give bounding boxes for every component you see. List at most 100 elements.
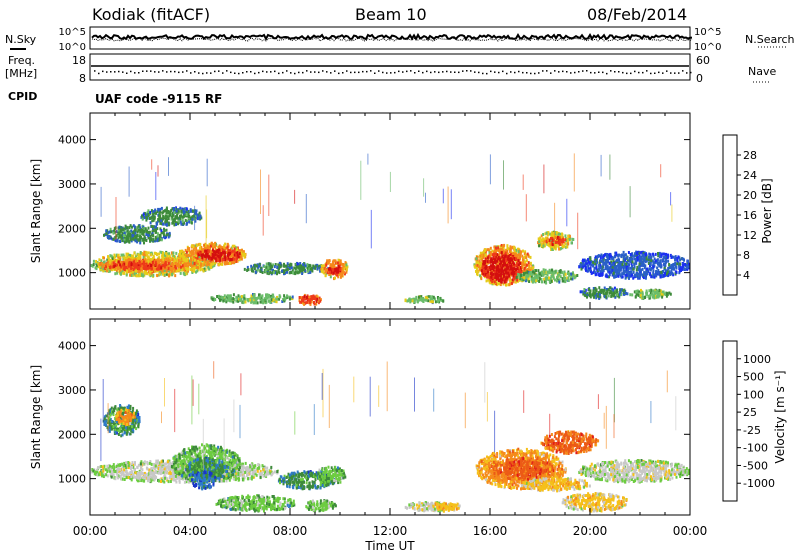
heatmap-cell xyxy=(533,279,536,283)
heatmap-cell xyxy=(195,266,198,269)
heatmap-cell xyxy=(186,219,188,223)
heatmap-cell xyxy=(337,275,340,279)
heatmap-cell xyxy=(325,272,328,276)
heatmap-cell xyxy=(123,231,126,235)
nave-label: Nave xyxy=(748,65,776,78)
heatmap-cell xyxy=(109,227,112,231)
heatmap-cell xyxy=(301,265,304,269)
heatmap-cell xyxy=(129,224,132,228)
heatmap-cell xyxy=(160,231,163,235)
heatmap-cell xyxy=(173,269,176,273)
heatmap-cell xyxy=(416,299,419,303)
heatmap-cell xyxy=(145,233,148,236)
heatmap-cell xyxy=(608,257,611,260)
nave-dot xyxy=(322,70,324,72)
heatmap-cell xyxy=(537,237,540,241)
heatmap-cell xyxy=(255,264,258,268)
heatmap-cell xyxy=(326,268,329,272)
heatmap-cell xyxy=(250,264,253,268)
heatmap-cell xyxy=(508,274,511,278)
heatmap-cell xyxy=(639,268,642,272)
heatmap-cell xyxy=(197,263,200,267)
heatmap-cell xyxy=(160,206,163,210)
heatmap-cell xyxy=(277,270,280,274)
heatmap-cell xyxy=(549,239,552,243)
nave-dot xyxy=(438,71,440,74)
heatmap-cell xyxy=(503,258,506,262)
nave-dot xyxy=(406,70,408,73)
heatmap-cell xyxy=(162,269,165,273)
heatmap-cell xyxy=(155,222,158,226)
heatmap-cell xyxy=(510,280,512,284)
heatmap-cell xyxy=(123,265,126,269)
nave-dot xyxy=(138,72,140,74)
heatmap-cell xyxy=(149,210,152,214)
heatmap-cell xyxy=(525,253,528,257)
heatmap-cell xyxy=(150,238,153,242)
heatmap-cell xyxy=(225,250,228,254)
heatmap-cell xyxy=(285,268,288,272)
heatmap-cell xyxy=(638,264,641,268)
heatmap-cell xyxy=(142,261,145,265)
heatmap-cell xyxy=(506,254,509,258)
nave-dot xyxy=(558,71,560,73)
heatmap-cell xyxy=(196,243,199,247)
heatmap-cell xyxy=(487,254,490,258)
heatmap-cell xyxy=(489,264,492,268)
heatmap-cell xyxy=(263,297,266,301)
heatmap-cell xyxy=(112,267,115,271)
nave-dot xyxy=(334,70,336,72)
nsearch-label: N.Search xyxy=(745,33,795,46)
heatmap-cell xyxy=(309,301,312,304)
heatmap-cell xyxy=(482,265,485,269)
heatmap-cell xyxy=(300,264,303,268)
heatmap-cell xyxy=(210,266,213,269)
nave-dot xyxy=(258,71,260,74)
heatmap-cell xyxy=(283,269,286,273)
heatmap-cell xyxy=(508,270,511,274)
heatmap-cell xyxy=(168,231,171,235)
heatmap-cell xyxy=(201,267,204,271)
heatmap-cell xyxy=(518,278,521,282)
heatmap-cell xyxy=(133,234,136,238)
heatmap-cell xyxy=(185,207,188,211)
heatmap-cell xyxy=(475,263,478,267)
heatmap-cell xyxy=(115,239,118,243)
heatmap-cell xyxy=(268,299,270,303)
heatmap-cell xyxy=(182,264,185,268)
heatmap-cell xyxy=(168,273,171,277)
heatmap-cell xyxy=(158,234,161,237)
heatmap-cell xyxy=(196,256,199,260)
nave-dot xyxy=(154,71,156,73)
heatmap-cell xyxy=(492,282,495,286)
heatmap-cell xyxy=(134,265,137,269)
heatmap-cell xyxy=(642,276,645,280)
heatmap-cell xyxy=(152,273,155,277)
heatmap-cell xyxy=(105,265,108,268)
nave-dot xyxy=(678,72,680,74)
heatmap-cell xyxy=(227,248,230,252)
heatmap-cell xyxy=(138,238,141,242)
heatmap-cell xyxy=(120,234,123,238)
nave-dot xyxy=(474,71,476,73)
heatmap-cell xyxy=(546,273,549,277)
heatmap-cell xyxy=(257,296,260,300)
heatmap-cell xyxy=(172,266,175,270)
heatmap-cell xyxy=(511,281,513,285)
heatmap-cell xyxy=(484,272,487,276)
heatmap-cell xyxy=(545,231,548,235)
heatmap-cell xyxy=(148,273,151,277)
heatmap-cell xyxy=(514,272,517,276)
heatmap-cell xyxy=(566,276,569,280)
heatmap-cell xyxy=(152,257,155,261)
heatmap-cell xyxy=(615,253,618,257)
heatmap-cell xyxy=(278,271,281,275)
heatmap-cell xyxy=(538,240,541,243)
heatmap-cell xyxy=(177,219,180,223)
heatmap-cell xyxy=(132,232,135,236)
heatmap-cell xyxy=(334,269,337,273)
heatmap-cell xyxy=(129,273,132,277)
heatmap-cell xyxy=(561,232,563,236)
heatmap-cell xyxy=(493,249,496,253)
heatmap-cell xyxy=(514,252,517,256)
